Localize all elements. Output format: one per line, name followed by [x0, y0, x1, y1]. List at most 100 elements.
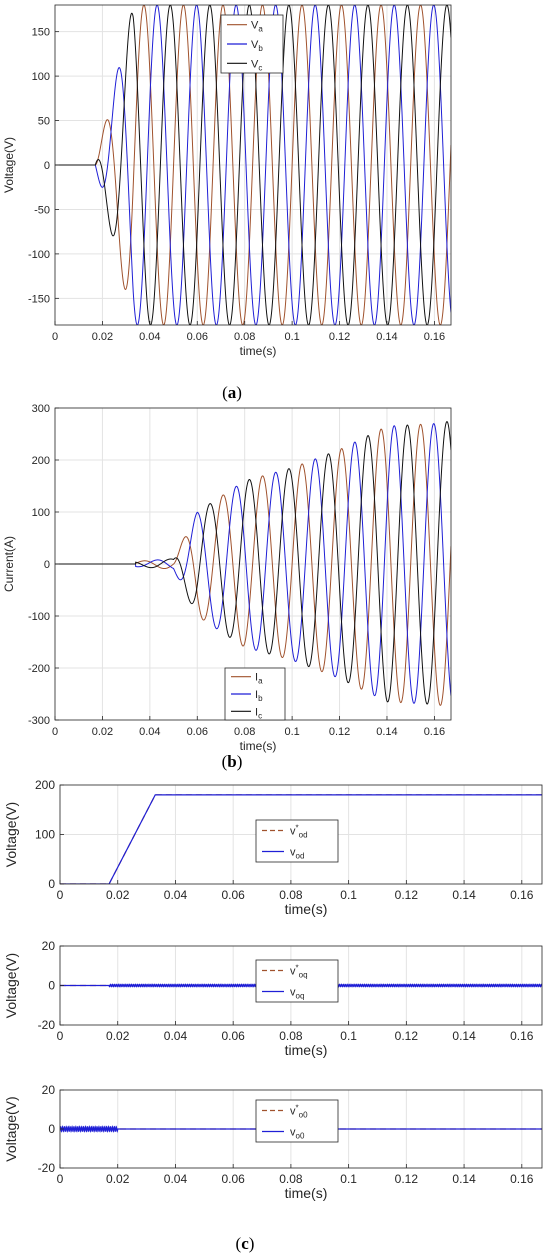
x-tick-label-b-5: 0.1 [284, 726, 299, 738]
x-tick-label-c2-3: 0.06 [221, 1029, 245, 1043]
x-axis-label-a: time(s) [240, 344, 277, 358]
y-tick-label-b-2: 100 [32, 507, 50, 519]
y-tick-label-c3-2: -20 [38, 1161, 56, 1175]
y-tick-label-b-1: 200 [32, 455, 50, 467]
x-tick-label-c3-3: 0.06 [221, 1172, 245, 1186]
x-tick-label-c3-8: 0.16 [510, 1172, 534, 1186]
y-axis-label-c2: Voltage(V) [3, 953, 19, 1018]
legend-label-a-1: Vb [251, 39, 263, 53]
y-tick-label-c1-1: 100 [35, 828, 55, 842]
y-tick-label-a-2: 50 [38, 116, 50, 128]
series-line-b-2 [55, 421, 451, 705]
series-line-a-1 [55, 5, 451, 325]
y-tick-label-a-1: 100 [32, 71, 50, 83]
x-tick-label-a-8: 0.16 [424, 331, 445, 343]
y-tick-label-c2-0: 20 [42, 939, 56, 953]
y-tick-label-c2-1: 0 [48, 979, 55, 993]
x-tick-label-a-0: 0 [52, 331, 58, 343]
series-line-c1-1 [60, 794, 542, 884]
x-tick-label-c1-1: 0.02 [106, 888, 130, 902]
caption-b: (b) [222, 752, 243, 771]
y-tick-label-c3-0: 20 [42, 1083, 56, 1097]
x-axis-label-b: time(s) [240, 739, 277, 753]
chart-a: 0 0.02 0.04 0.06 0.08 0.1 0.12 0.14 0.16 150 100 50… [2, 4, 452, 358]
chart-c2: 0 0.02 0.04 0.06 0.08 0.1 0.12 0.14 0.16200-20ti… [3, 939, 543, 1058]
legend-label-c2-1: voq [290, 987, 304, 1001]
chart-c3: 0 0.02 0.04 0.06 0.08 0.1 0.12 0.14 0.16200-20ti… [3, 1083, 543, 1201]
x-tick-label-c3-4: 0.08 [279, 1172, 303, 1186]
y-tick-label-a-6: -150 [28, 293, 50, 305]
x-tick-label-a-6: 0.12 [329, 331, 350, 343]
x-tick-label-c2-7: 0.14 [452, 1029, 476, 1043]
y-tick-label-a-4: -50 [34, 204, 50, 216]
legend-a: Va Vb Vc [220, 14, 284, 74]
x-tick-label-c1-2: 0.04 [164, 888, 188, 902]
x-tick-label-c2-0: 0 [57, 1029, 64, 1043]
x-tick-label-c3-6: 0.12 [395, 1172, 419, 1186]
y-axis-label-c3: Voltage(V) [3, 1096, 19, 1161]
x-tick-label-c1-3: 0.06 [221, 888, 245, 902]
x-tick-label-b-4: 0.08 [234, 726, 255, 738]
legend-label-c1-0: v*od [290, 824, 308, 840]
y-tick-label-c3-1: 0 [48, 1122, 55, 1136]
y-tick-label-b-5: -200 [28, 663, 50, 675]
x-tick-label-a-1: 0.02 [92, 331, 113, 343]
x-tick-label-b-2: 0.04 [139, 726, 160, 738]
y-tick-label-c1-0: 200 [35, 778, 55, 792]
caption-c: (c) [236, 1234, 255, 1253]
legend-c2: v*oq voq [255, 959, 339, 1003]
x-tick-label-c2-5: 0.1 [340, 1029, 357, 1043]
x-tick-label-c2-2: 0.04 [164, 1029, 188, 1043]
y-axis-label-b: Current(A) [2, 536, 16, 592]
x-tick-label-a-7: 0.14 [376, 331, 397, 343]
x-tick-label-c3-1: 0.02 [106, 1172, 130, 1186]
x-tick-label-c3-0: 0 [57, 1172, 64, 1186]
chart-b: 0 0.02 0.04 0.06 0.08 0.1 0.12 0.14 0.16 300 200 10… [2, 403, 452, 753]
legend-b: Ia Ib Ic [224, 667, 286, 721]
series-line-a-0 [55, 5, 451, 325]
legend-label-a-2: Vc [251, 58, 262, 72]
x-tick-label-c3-7: 0.14 [452, 1172, 476, 1186]
x-axis-label-c1: time(s) [285, 901, 328, 917]
chart-c1: 0 0.02 0.04 0.06 0.08 0.1 0.12 0.14 0.16 200 100 0 t… [3, 778, 543, 917]
x-tick-label-c2-8: 0.16 [510, 1029, 534, 1043]
legend-label-c3-0: v*o0 [290, 1104, 308, 1120]
x-tick-label-a-5: 0.1 [284, 331, 299, 343]
y-tick-label-a-5: -100 [28, 249, 50, 261]
caption-a: (a) [222, 383, 242, 402]
x-axis-label-c3: time(s) [285, 1185, 328, 1201]
x-tick-label-c1-5: 0.1 [340, 888, 357, 902]
y-tick-label-a-3: 0 [44, 160, 50, 172]
y-tick-label-c1-2: 0 [48, 877, 55, 891]
y-tick-label-b-4: -100 [28, 611, 50, 623]
y-tick-label-a-0: 150 [32, 27, 50, 39]
x-tick-label-c3-2: 0.04 [164, 1172, 188, 1186]
y-tick-label-b-0: 300 [32, 403, 50, 415]
x-tick-label-b-1: 0.02 [92, 726, 113, 738]
legend-label-c2-0: v*oq [290, 964, 308, 980]
legend-label-b-1: Ib [255, 689, 263, 703]
y-tick-label-c2-2: -20 [38, 1018, 56, 1032]
x-tick-label-b-7: 0.14 [376, 726, 397, 738]
legend-label-c3-1: vo0 [290, 1127, 305, 1141]
legend-c3: v*o0 vo0 [255, 1099, 339, 1143]
x-tick-label-b-0: 0 [52, 726, 58, 738]
y-axis-label-a: Voltage(V) [2, 137, 16, 193]
legend-label-c1-1: vod [290, 847, 304, 861]
x-tick-label-c1-8: 0.16 [510, 888, 534, 902]
legend-c1: v*od vod [255, 819, 339, 863]
y-axis-label-c1: Voltage(V) [3, 802, 19, 867]
x-tick-label-c2-4: 0.08 [279, 1029, 303, 1043]
legend-label-b-0: Ia [255, 672, 263, 686]
x-tick-label-c3-5: 0.1 [340, 1172, 357, 1186]
x-tick-label-b-8: 0.16 [424, 726, 445, 738]
x-tick-label-a-3: 0.06 [187, 331, 208, 343]
x-tick-label-c1-6: 0.12 [395, 888, 419, 902]
x-axis-label-c2: time(s) [285, 1042, 328, 1058]
y-tick-label-b-3: 0 [44, 559, 50, 571]
x-tick-label-c1-4: 0.08 [279, 888, 303, 902]
x-tick-label-b-6: 0.12 [329, 726, 350, 738]
x-tick-label-c2-6: 0.12 [395, 1029, 419, 1043]
y-tick-label-b-6: -300 [28, 715, 50, 727]
